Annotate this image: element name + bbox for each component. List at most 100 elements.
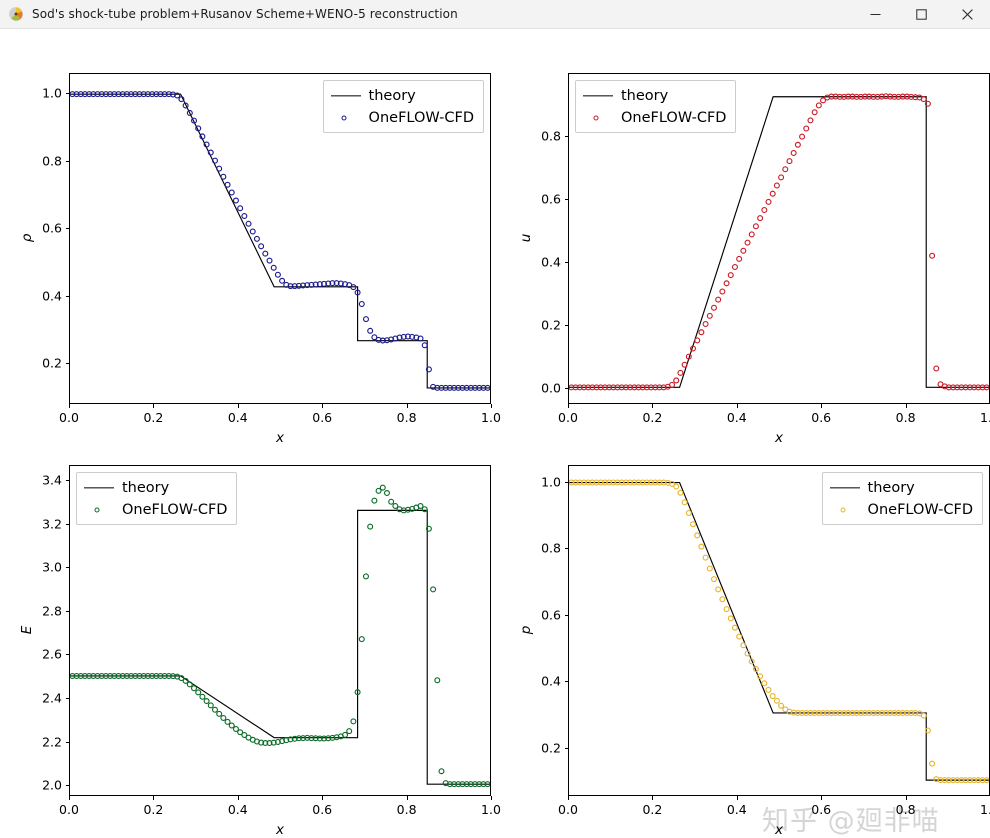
y-tick-label: 0.8 [541,128,561,144]
series-theory-line [569,481,989,781]
legend-item: OneFLOW-CFD [84,500,227,519]
x-tickmark [652,404,654,408]
legend-item: OneFLOW-CFD [830,500,973,519]
legend-item: theory [84,478,227,497]
x-tick-label: 0.6 [811,802,832,817]
y-tick-label: 2.6 [42,646,62,662]
x-tickmark [322,796,324,800]
y-tick-label: 0.4 [541,254,561,270]
x-tickmark [905,796,907,800]
x-tickmark [736,796,738,800]
y-tickmark [564,262,568,264]
x-tickmark [153,404,155,408]
y-axis-label: p [518,625,534,634]
x-tick-label: 1.0 [481,802,501,817]
x-axis-label: x [276,430,284,446]
legend-label: OneFLOW-CFD [368,109,474,126]
y-tickmark [65,610,69,612]
y-tick-label: 0.4 [541,673,561,689]
y-tickmark [65,698,69,699]
y-tick-label: 2.2 [42,734,62,750]
y-tick-label: 1.0 [541,474,561,490]
y-tick-label: 3.0 [42,559,62,575]
y-tick-label: 0.8 [541,540,561,556]
y-axis-label: u [518,233,534,242]
minimize-button[interactable] [852,0,898,29]
y-tickmark [65,567,69,569]
x-tickmark [237,796,239,800]
x-tickmark [568,796,569,800]
x-tick-label: 0.2 [143,802,164,817]
x-tickmark [652,796,654,800]
series-theory-line [569,96,989,388]
x-tick-label: 1.0 [481,410,501,425]
y-tick-label: 0.4 [42,288,62,304]
series-oneflow-markers [70,484,490,788]
legend-line-swatch [84,482,114,494]
x-tickmark [153,796,155,800]
y-tick-label: 0.2 [541,317,561,333]
x-tick-label: 0.8 [396,802,417,817]
x-tick-label: 0.4 [726,802,747,817]
y-tickmark [564,681,568,683]
y-tick-label: 0.2 [541,740,561,756]
x-tickmark [491,796,492,800]
x-tickmark [237,404,239,408]
matplotlib-figure-icon [8,6,24,22]
legend: theory OneFLOW-CFD [322,80,484,133]
legend: theory OneFLOW-CFD [76,472,238,525]
x-axis-label: x [775,822,783,838]
plot-area-energy [70,484,490,788]
x-tick-label: 0.6 [811,410,832,425]
close-button[interactable] [944,0,990,29]
y-tick-label: 1.0 [42,85,62,101]
y-tick-label: 3.4 [42,472,62,488]
x-tickmark [821,796,823,800]
plot-area-velocity [569,93,989,391]
x-axis-label: x [276,822,284,838]
x-tick-label: 0.0 [558,802,578,817]
y-tickmark [564,199,568,201]
legend-label: theory [122,479,170,496]
y-tickmark [65,93,69,95]
y-tick-label: 0.6 [541,607,561,623]
y-tickmark [564,481,568,483]
legend-item: OneFLOW-CFD [331,108,474,127]
legend-item: theory [330,86,474,105]
axes-frame-energy [69,465,491,796]
x-tickmark [905,404,907,408]
y-tickmark [65,295,69,297]
x-tick-label: 0.8 [895,802,916,817]
legend: theory OneFLOW-CFD [575,80,737,133]
x-tick-label: 0.8 [396,410,417,425]
x-tickmark [406,404,408,408]
x-tick-label: 0.4 [227,410,248,425]
x-tickmark [491,404,492,408]
y-tickmark [65,160,69,162]
x-tick-label: 0.0 [59,802,79,817]
legend-line-swatch [829,482,860,494]
window-titlebar: Sod's shock-tube problem+Rusanov Scheme+… [0,0,990,29]
y-tick-label: 2.4 [42,690,62,706]
x-tick-label: 0.2 [642,410,663,425]
legend-label: OneFLOW-CFD [867,501,973,518]
axes-frame-density [69,73,491,404]
legend-marker-swatch [84,504,114,516]
y-axis-label: ρ [19,233,35,242]
legend-line-swatch [583,90,613,102]
y-tickmark [65,228,69,230]
y-tickmark [564,548,568,550]
y-tick-label: 3.2 [42,516,62,532]
x-tick-label: 0.2 [642,802,663,817]
maximize-button[interactable] [898,0,944,29]
y-tick-label: 0.8 [42,153,62,169]
series-oneflow-markers [70,91,490,391]
legend-label: theory [621,87,669,104]
x-tick-label: 0.0 [59,410,79,425]
legend-marker-swatch [830,504,860,516]
y-tick-label: 2.0 [42,777,62,793]
y-tickmark [65,363,69,365]
y-axis-label: E [19,625,35,634]
y-tick-label: 0.0 [541,380,561,396]
y-tick-label: 0.6 [42,220,62,236]
